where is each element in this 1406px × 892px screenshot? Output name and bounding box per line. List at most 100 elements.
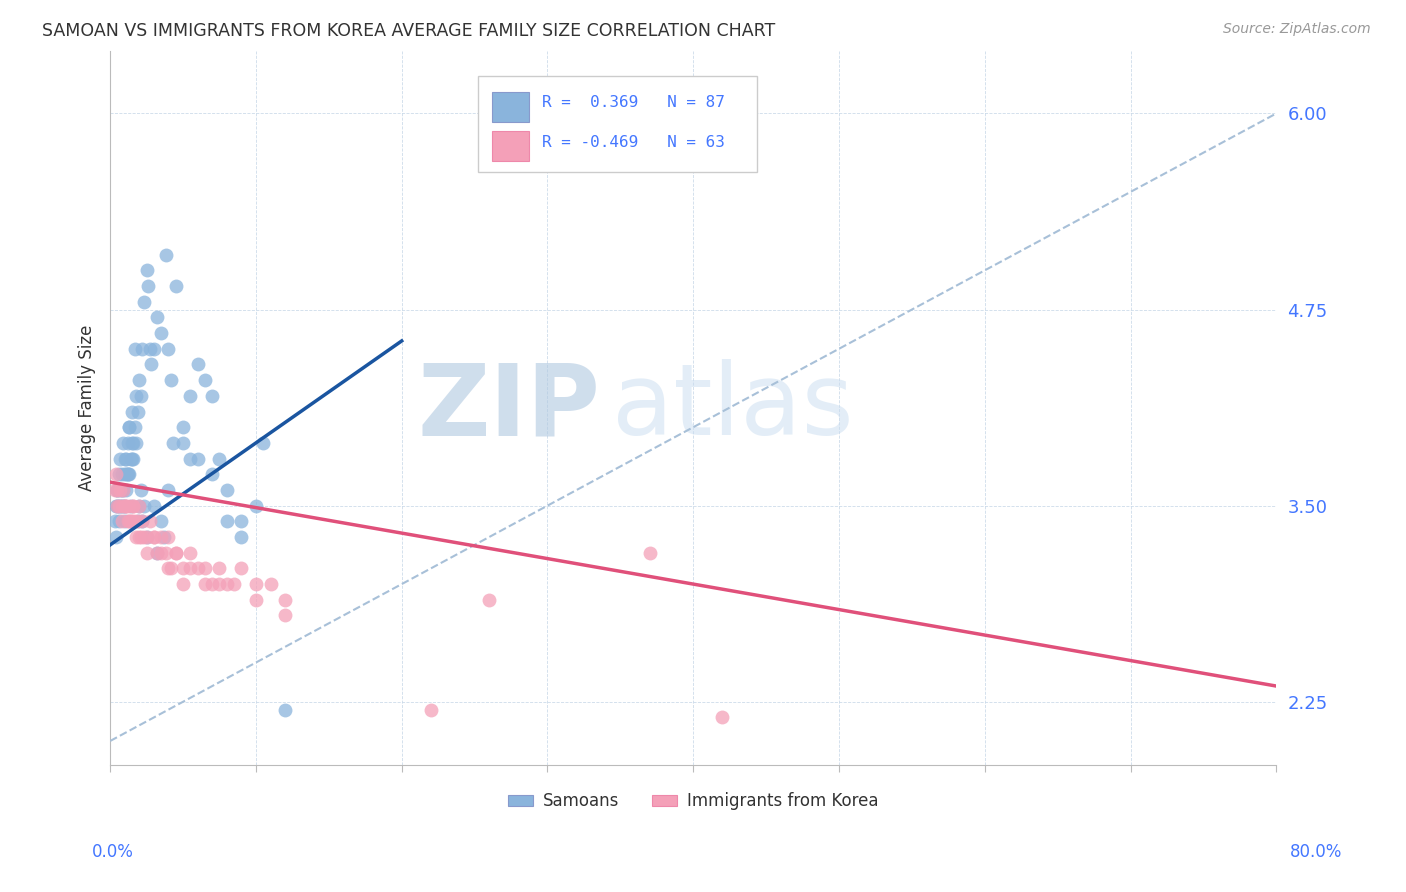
Point [112, 436, 135, 450]
Point [107, 499, 129, 513]
Point [157, 530, 180, 544]
Point [125, 530, 148, 544]
Point [111, 467, 134, 482]
Point [111, 499, 134, 513]
Point [107, 499, 129, 513]
Point [139, 358, 162, 372]
Point [104, 530, 127, 544]
FancyBboxPatch shape [492, 131, 529, 161]
Point [131, 514, 153, 528]
Point [222, 577, 245, 591]
Legend: Samoans, Immigrants from Korea: Samoans, Immigrants from Korea [501, 786, 886, 817]
Point [245, 592, 267, 607]
Point [129, 389, 152, 403]
Point [121, 404, 143, 418]
Point [142, 530, 165, 544]
Point [107, 483, 129, 497]
Point [124, 420, 146, 434]
Point [711, 710, 734, 724]
Point [131, 514, 153, 528]
Point [146, 546, 169, 560]
Point [120, 499, 142, 513]
Point [132, 530, 155, 544]
Text: 80.0%: 80.0% [1291, 843, 1343, 861]
Point [138, 342, 160, 356]
Point [120, 514, 142, 528]
Point [121, 514, 143, 528]
Point [112, 483, 135, 497]
Point [114, 451, 136, 466]
Point [172, 420, 194, 434]
Point [117, 436, 139, 450]
Point [108, 499, 131, 513]
Point [121, 436, 143, 450]
Point [115, 451, 138, 466]
Point [252, 436, 274, 450]
FancyBboxPatch shape [478, 76, 758, 172]
Point [122, 499, 145, 513]
Point [125, 389, 148, 403]
Point [165, 546, 187, 560]
Point [162, 436, 184, 450]
Point [104, 499, 127, 513]
Point [160, 561, 183, 575]
Point [112, 483, 135, 497]
Point [157, 561, 180, 575]
Point [138, 514, 160, 528]
Point [118, 514, 141, 528]
Point [103, 514, 125, 528]
Point [121, 451, 143, 466]
Point [274, 608, 297, 623]
Point [215, 514, 238, 528]
Point [172, 577, 194, 591]
Point [115, 467, 138, 482]
Point [179, 546, 201, 560]
Point [127, 514, 149, 528]
Point [128, 499, 150, 513]
Text: 0.0%: 0.0% [91, 843, 134, 861]
Point [208, 561, 231, 575]
Point [115, 499, 138, 513]
Point [135, 530, 157, 544]
Point [135, 263, 157, 277]
Point [231, 514, 253, 528]
Point [194, 561, 217, 575]
Point [201, 577, 224, 591]
Point [208, 451, 231, 466]
Point [160, 373, 183, 387]
Point [478, 592, 501, 607]
Point [146, 310, 169, 325]
Point [150, 326, 173, 340]
Point [108, 514, 131, 528]
Point [157, 342, 180, 356]
Point [114, 514, 136, 528]
Point [114, 499, 136, 513]
Point [201, 389, 224, 403]
Point [110, 483, 132, 497]
Point [172, 436, 194, 450]
Point [132, 294, 155, 309]
Point [142, 530, 165, 544]
Point [129, 530, 152, 544]
Point [638, 546, 661, 560]
Point [179, 561, 201, 575]
Point [150, 546, 173, 560]
Point [114, 499, 136, 513]
Point [187, 451, 209, 466]
Point [124, 342, 146, 356]
Point [111, 499, 134, 513]
Point [136, 279, 159, 293]
Point [108, 467, 131, 482]
Point [122, 499, 145, 513]
Point [135, 546, 157, 560]
Point [117, 514, 139, 528]
Point [111, 483, 134, 497]
Point [117, 467, 139, 482]
Point [231, 561, 253, 575]
Point [118, 467, 141, 482]
Point [103, 483, 125, 497]
Point [132, 499, 155, 513]
Point [128, 373, 150, 387]
Y-axis label: Average Family Size: Average Family Size [79, 325, 96, 491]
Point [118, 499, 141, 513]
